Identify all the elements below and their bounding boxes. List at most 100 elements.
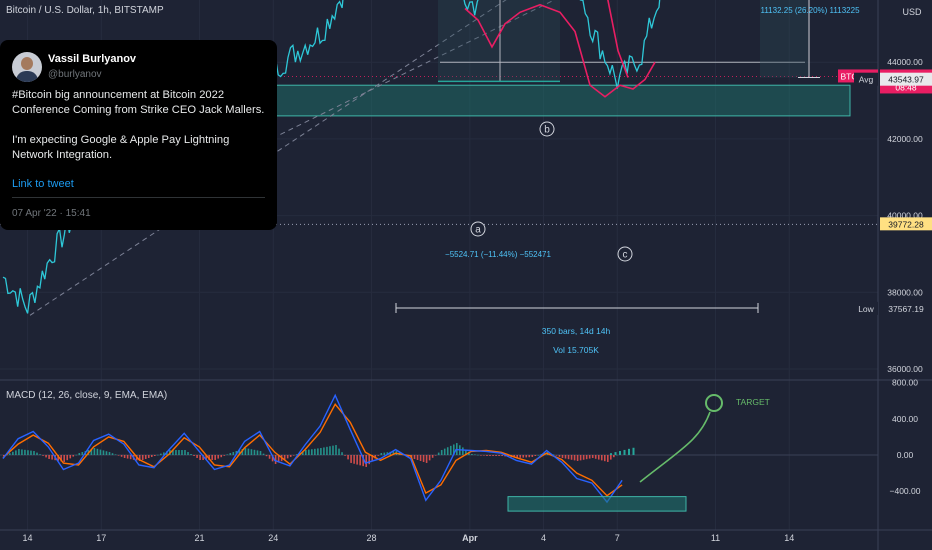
macd-histogram-bar — [555, 455, 558, 456]
macd-histogram-bar — [60, 455, 62, 462]
macd-histogram-bar — [160, 453, 162, 455]
macd-histogram-bar — [480, 455, 482, 456]
macd-line — [2, 393, 623, 504]
macd-histogram-bar — [184, 450, 186, 455]
macd-histogram-bar — [90, 449, 93, 455]
time-tick-label: 11 — [711, 533, 720, 543]
macd-histogram-bar — [341, 452, 343, 455]
macd-histogram-bar — [471, 454, 473, 455]
target-circle — [705, 394, 723, 412]
macd-histogram-bar — [594, 455, 597, 459]
macd-histogram-bar — [286, 455, 289, 459]
macd-histogram-bar — [211, 455, 213, 460]
macd-histogram-bar — [516, 455, 518, 458]
macd-histogram-bar — [178, 450, 180, 455]
macd-histogram-bar — [465, 449, 467, 455]
macd-histogram-bar — [163, 452, 165, 455]
macd-histogram-bar — [141, 455, 144, 460]
macd-histogram-bar — [632, 447, 635, 455]
macd-histogram-bar — [619, 451, 621, 455]
macd-histogram-bar — [114, 454, 117, 456]
macd-histogram-bar — [244, 448, 247, 455]
macd-histogram-bar — [277, 455, 280, 463]
macd-histogram-bar — [208, 455, 210, 460]
price-tick-label: 44000.00 — [887, 57, 923, 67]
macd-tick-label: −400.00 — [890, 486, 921, 496]
macd-histogram-bar — [232, 452, 235, 455]
wave-point-label: c — [623, 250, 628, 261]
macd-histogram-bar — [138, 455, 141, 461]
price-tick-label: 36000.00 — [887, 364, 923, 374]
macd-histogram-bar — [157, 454, 159, 456]
link-to-tweet[interactable]: Link to tweet — [12, 178, 74, 190]
macd-histogram-bar — [332, 445, 334, 455]
price-badge-label: Avg — [859, 75, 874, 85]
tweet-text: #Bitcoin big announcement at Bitcoin 202… — [12, 89, 265, 161]
price-badge-label-bg — [854, 301, 878, 315]
macd-histogram-bar — [9, 453, 11, 455]
macd-histogram-bar — [262, 453, 265, 455]
macd-histogram-bar — [483, 455, 485, 456]
macd-histogram-bar — [289, 455, 292, 457]
macd-histogram-bar — [326, 446, 328, 455]
time-tick-label: 24 — [268, 533, 278, 543]
macd-histogram-bar — [528, 455, 531, 458]
macd-histogram-bar — [305, 450, 307, 455]
macd-histogram-bar — [147, 455, 150, 458]
macd-histogram-bar — [150, 455, 153, 457]
macd-histogram-bar — [377, 455, 380, 456]
tweet-card: Vassil Burlyanov @burlyanov #Bitcoin big… — [0, 40, 277, 230]
macd-histogram-bar — [610, 453, 612, 455]
time-tick-label: 14 — [23, 533, 33, 543]
macd-histogram-bar — [561, 455, 564, 458]
macd-histogram-bar — [265, 455, 268, 457]
macd-histogram-bar — [323, 447, 325, 455]
macd-histogram-bar — [102, 450, 105, 455]
macd-histogram-bar — [256, 450, 259, 455]
macd-histogram-bar — [283, 455, 286, 460]
macd-histogram-bar — [72, 455, 75, 457]
macd-histogram-bar — [623, 449, 626, 455]
macd-histogram-bar — [431, 455, 434, 458]
wave-point-marker — [470, 221, 486, 237]
macd-histogram-bar — [238, 450, 241, 455]
range-bars-label: 350 bars, 14d 14h — [542, 326, 611, 336]
macd-histogram-bar — [573, 455, 576, 461]
macd-histogram-bar — [129, 455, 132, 460]
macd-histogram-bar — [81, 452, 84, 455]
macd-histogram-bar — [214, 455, 216, 460]
macd-histogram-bar — [610, 455, 612, 460]
price-badge-label-bg — [854, 72, 878, 86]
target-measure-label: 11132.25 (26.20%) 1113225 — [760, 6, 860, 15]
macd-histogram-bar — [413, 455, 416, 459]
macd-histogram-bar — [199, 455, 201, 460]
macd-histogram-bar — [111, 453, 114, 455]
macd-histogram-bar — [259, 451, 262, 455]
projection-path — [464, 3, 656, 98]
macd-tick-label: 0.00 — [897, 450, 914, 460]
macd-histogram-bar — [144, 455, 147, 459]
wave-point-marker — [617, 246, 633, 262]
macd-histogram-bar — [434, 455, 437, 456]
macd-histogram-bar — [126, 455, 129, 459]
macd-histogram-bar — [591, 455, 594, 458]
target-box — [760, 0, 808, 78]
macd-histogram-bar — [250, 449, 253, 455]
divider — [12, 197, 265, 198]
macd-histogram-bar — [311, 449, 313, 455]
macd-histogram-bar — [229, 453, 232, 455]
macd-histogram-bar — [187, 452, 189, 455]
tweet-author-name: Vassil Burlyanov — [48, 53, 137, 65]
macd-histogram-bar — [247, 448, 250, 455]
target-arrow — [639, 411, 711, 483]
macd-histogram-bar — [93, 448, 96, 455]
macd-histogram-bar — [443, 448, 446, 455]
macd-histogram-bar — [579, 455, 582, 461]
macd-histogram-bar — [489, 455, 491, 456]
macd-histogram-bar — [329, 446, 331, 455]
macd-histogram-bar — [368, 455, 371, 465]
macd-title: MACD (12, 26, close, 9, EMA, EMA) — [6, 390, 167, 401]
macd-histogram-bar — [15, 450, 17, 455]
macd-histogram-bar — [51, 455, 53, 460]
macd-histogram-bar — [350, 455, 352, 463]
